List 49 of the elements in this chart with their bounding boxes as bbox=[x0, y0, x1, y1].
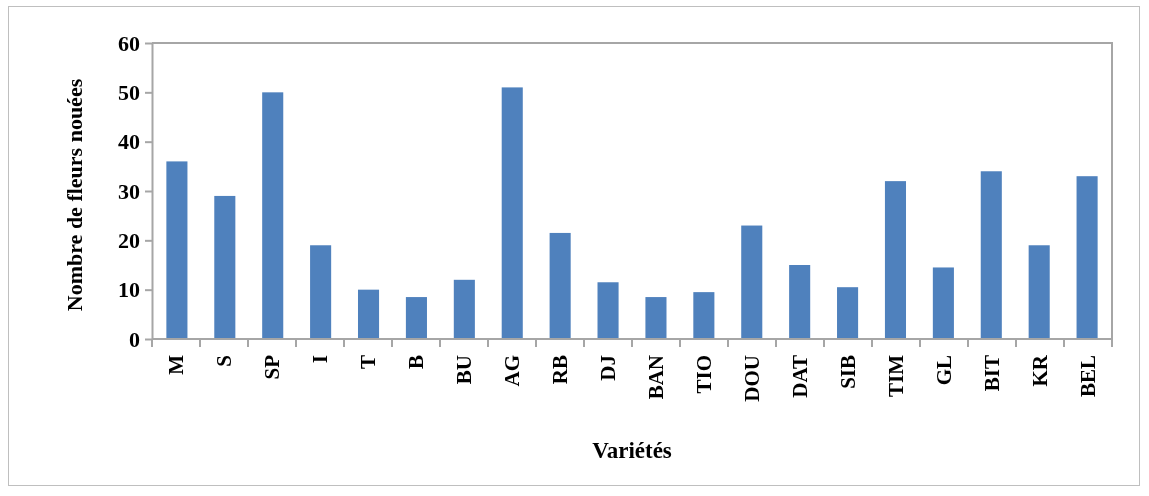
y-tick-label: 30 bbox=[118, 178, 140, 204]
x-tick-label: DJ bbox=[596, 355, 620, 381]
y-tick-label: 10 bbox=[118, 277, 140, 303]
bar bbox=[214, 195, 236, 339]
bar bbox=[549, 232, 571, 339]
bar bbox=[789, 265, 811, 339]
y-tick-label: 60 bbox=[118, 30, 140, 56]
x-tick-label: DOU bbox=[740, 355, 764, 402]
x-tick-label: SP bbox=[260, 354, 284, 380]
bar bbox=[980, 171, 1002, 339]
x-tick-label: S bbox=[212, 355, 236, 367]
bar bbox=[837, 287, 859, 339]
x-tick-label: TIM bbox=[884, 354, 908, 397]
x-tick-label: BEL bbox=[1076, 355, 1100, 398]
y-tick-label: 50 bbox=[118, 79, 140, 105]
bar bbox=[693, 292, 715, 339]
bar bbox=[357, 289, 380, 339]
bar bbox=[1028, 245, 1050, 339]
x-tick-label: T bbox=[356, 355, 380, 370]
bar bbox=[597, 282, 619, 339]
y-axis-title: Nombre de fleurs nouées bbox=[62, 78, 87, 312]
bar bbox=[310, 245, 332, 339]
x-tick-label: BAN bbox=[644, 355, 668, 400]
bar bbox=[453, 279, 475, 339]
bar bbox=[501, 87, 523, 339]
x-tick-label: BIT bbox=[980, 355, 1004, 392]
x-tick-label: KR bbox=[1028, 354, 1052, 387]
bar bbox=[741, 225, 763, 339]
x-tick-label: AG bbox=[500, 355, 524, 387]
x-tick-label: TIO bbox=[692, 355, 716, 394]
bar bbox=[645, 297, 667, 339]
x-tick-label: B bbox=[404, 355, 428, 370]
x-tick-label: DAT bbox=[788, 355, 812, 398]
x-tick-label: BU bbox=[452, 355, 476, 385]
bar bbox=[166, 161, 188, 339]
y-tick-label: 0 bbox=[129, 326, 140, 352]
x-tick-label: I bbox=[308, 355, 332, 364]
x-axis-title: Variétés bbox=[592, 438, 672, 463]
bar bbox=[1076, 176, 1098, 339]
bar bbox=[262, 92, 284, 339]
x-tick-label: M bbox=[164, 354, 188, 375]
bar bbox=[405, 297, 427, 339]
bar bbox=[884, 181, 907, 339]
bar bbox=[932, 267, 954, 339]
y-tick-label: 40 bbox=[118, 129, 140, 155]
y-tick-label: 20 bbox=[118, 227, 140, 253]
x-tick-label: GL bbox=[932, 355, 956, 386]
x-tick-label: RB bbox=[548, 355, 572, 385]
x-tick-label: SIB bbox=[836, 355, 860, 389]
